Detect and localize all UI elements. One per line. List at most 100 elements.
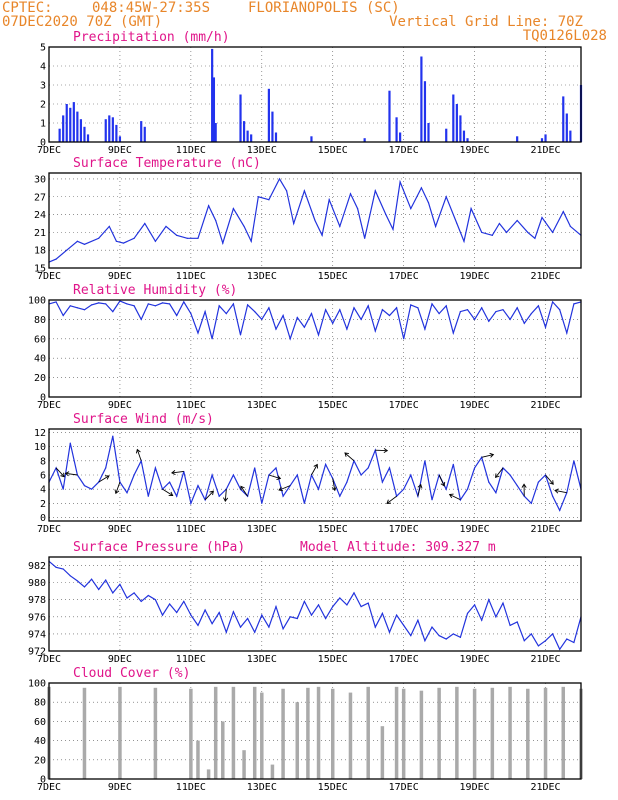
data-point xyxy=(204,311,206,313)
data-point xyxy=(69,442,71,444)
x-tick-label: 21DEC xyxy=(530,145,560,156)
data-point xyxy=(69,575,71,577)
x-tick-label: 11DEC xyxy=(176,400,206,411)
wind-arrow-head xyxy=(549,480,554,485)
data-point xyxy=(474,604,476,606)
data-point xyxy=(232,611,235,613)
cloud-bar xyxy=(196,740,200,779)
wind-arrow xyxy=(311,464,318,476)
wind-arrow xyxy=(495,467,504,478)
data-point xyxy=(491,234,493,236)
x-tick-label: 13DEC xyxy=(247,400,277,411)
precip-bar xyxy=(239,94,242,142)
data-point xyxy=(239,626,242,628)
wind-arrow-head xyxy=(135,448,141,454)
data-point xyxy=(346,328,348,330)
data-point xyxy=(495,616,497,618)
model-label: TQ0126L028 xyxy=(523,28,607,44)
wind-arrow-head xyxy=(104,475,110,480)
data-point xyxy=(66,249,68,251)
data-point xyxy=(456,222,458,225)
precip-bar xyxy=(212,77,216,142)
run-label: 07DEC2020 70Z (GMT) xyxy=(2,14,162,30)
data-point xyxy=(261,318,263,320)
data-point xyxy=(215,219,217,222)
data-point xyxy=(55,566,57,568)
cloud-cover-panel: 0 20 40 60 80 100 7DEC 9DEC 11DEC 13DEC 15DEC 17DEC… xyxy=(28,666,583,793)
x-tick-label: 21DEC xyxy=(530,524,560,535)
wind-arrow xyxy=(386,495,397,504)
data-point xyxy=(140,600,142,603)
y-tick-label: 3 xyxy=(40,81,46,92)
data-point xyxy=(133,305,135,307)
precip-bar xyxy=(565,113,568,142)
data-point xyxy=(509,318,511,320)
cloud-bar xyxy=(394,686,399,779)
data-point xyxy=(303,326,305,328)
data-point xyxy=(247,304,249,306)
wind-arrow xyxy=(554,489,567,494)
x-tick-label: 17DEC xyxy=(389,400,419,411)
wind-arrow-head xyxy=(278,486,284,492)
x-tick-label: 15DEC xyxy=(318,782,348,793)
temperature-panel: 15 18 21 24 27 30 7DEC 9DEC 11DEC 13DEC 15DEC 17DEC… xyxy=(34,156,582,282)
data-point xyxy=(76,307,78,309)
precip-bar xyxy=(363,138,366,142)
cloud-bar xyxy=(189,688,193,779)
wind-arrow xyxy=(98,475,110,483)
data-point xyxy=(481,231,483,233)
wind-arrow xyxy=(65,472,78,476)
x-tick-label: 15DEC xyxy=(318,524,348,535)
data-point xyxy=(232,208,235,210)
panel-title: Surface Temperature (nC) xyxy=(73,156,261,171)
data-point xyxy=(261,614,263,616)
precip-bar xyxy=(452,94,455,142)
data-point xyxy=(360,318,362,320)
data-point xyxy=(83,309,86,311)
wind-arrow xyxy=(332,478,336,491)
precip-bar xyxy=(267,88,270,142)
data-point xyxy=(367,467,369,469)
x-tick-label: 7DEC xyxy=(37,782,61,793)
y-tick-label: 21 xyxy=(34,228,46,239)
data-point xyxy=(176,314,178,317)
cloud-bar xyxy=(295,702,300,779)
data-point xyxy=(523,322,525,324)
cloud-bar xyxy=(231,686,236,779)
data-point xyxy=(395,614,398,616)
data-point xyxy=(552,633,554,635)
x-tick-label: 15DEC xyxy=(318,654,348,665)
data-point xyxy=(495,311,497,313)
source-label: CPTEC: xyxy=(2,0,53,16)
y-tick-label: 20 xyxy=(34,373,46,384)
data-point xyxy=(133,592,135,594)
cloud-bar xyxy=(306,687,310,779)
data-point xyxy=(317,604,320,606)
wind-arrow xyxy=(417,484,422,497)
x-tick-label: 9DEC xyxy=(108,271,132,282)
data-point xyxy=(289,338,291,340)
data-point xyxy=(183,301,185,303)
data-point xyxy=(239,334,242,336)
cloud-bar xyxy=(252,686,257,779)
x-tick-label: 11DEC xyxy=(176,782,206,793)
data-point xyxy=(392,228,394,231)
data-point xyxy=(388,631,391,633)
wind-arrow-head xyxy=(554,488,559,494)
data-point xyxy=(176,495,178,497)
precip-bar xyxy=(211,48,214,142)
data-point xyxy=(62,568,64,570)
data-point xyxy=(470,208,472,210)
cloud-bar xyxy=(260,692,264,779)
x-tick-label: 17DEC xyxy=(389,271,419,282)
data-point xyxy=(399,181,401,183)
data-point xyxy=(459,311,462,313)
data-point xyxy=(83,243,86,245)
data-point xyxy=(339,309,341,311)
data-point xyxy=(122,242,125,244)
panel-title: Surface Pressure (hPa) xyxy=(73,540,245,555)
series-line xyxy=(48,300,582,341)
data-point xyxy=(573,460,575,462)
wind-arrow-head xyxy=(64,471,70,477)
wind-arrow xyxy=(545,474,554,485)
